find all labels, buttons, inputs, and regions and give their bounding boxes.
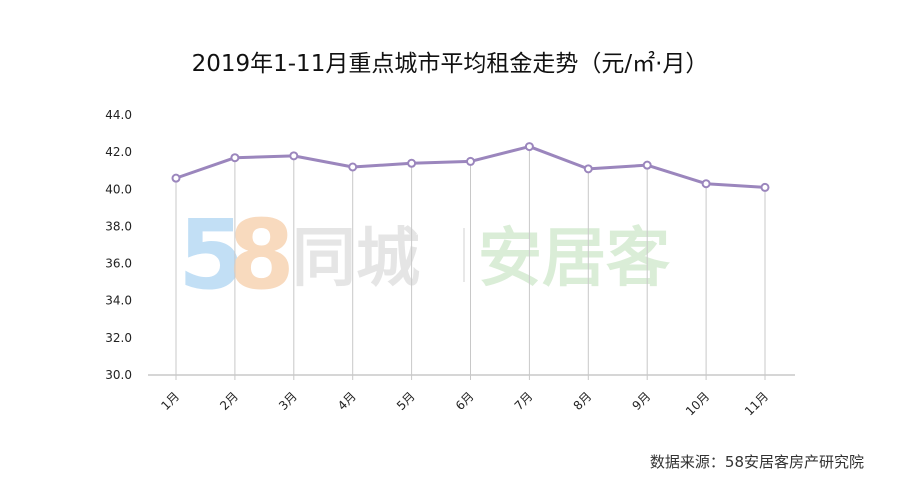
x-tick-label: 10月 [683, 389, 712, 418]
grid-lines [175, 146, 766, 375]
x-tick-label: 8月 [571, 389, 595, 413]
watermark-digit-8: 8 [228, 199, 295, 311]
chart-title: 2019年1-11月重点城市平均租金走势（元/㎡·月） [191, 51, 709, 77]
watermark-text-anjuke: 安居客 [478, 222, 670, 296]
x-tick-label: 6月 [453, 389, 477, 413]
data-point [760, 182, 770, 192]
y-axis-ticks: 30.0 32.0 34.0 36.0 38.0 40.0 42.0 44.0 [105, 108, 132, 382]
source-note: 数据来源：58安居客房产研究院 [649, 453, 864, 471]
data-point [524, 142, 534, 152]
x-tick-label: 7月 [512, 389, 536, 413]
y-tick-label: 32.0 [105, 331, 132, 345]
x-tick-label: 3月 [276, 389, 300, 413]
x-tick-label: 5月 [394, 389, 418, 413]
data-point [701, 179, 711, 189]
data-point [466, 156, 475, 166]
x-tick-label: 9月 [630, 389, 654, 413]
data-point [642, 160, 652, 170]
watermark-logo: 5 8 同城 安居客 [178, 199, 670, 311]
y-tick-label: 38.0 [105, 219, 132, 233]
data-point [171, 173, 181, 183]
y-tick-label: 30.0 [105, 368, 132, 382]
data-point [348, 162, 358, 172]
watermark-text-tongcheng: 同城 [292, 222, 420, 296]
data-point [289, 151, 299, 161]
data-point [407, 158, 417, 168]
y-tick-label: 42.0 [105, 145, 132, 159]
x-tick-label: 1月 [158, 389, 182, 413]
axes [148, 374, 795, 380]
data-point [230, 153, 240, 163]
series [171, 142, 770, 192]
x-tick-label: 11月 [742, 389, 771, 418]
data-point [583, 164, 593, 174]
y-tick-label: 44.0 [105, 108, 132, 122]
x-axis-ticks: 1月 2月 3月 4月 5月 6月 7月 8月 9月 10月 11月 [158, 389, 771, 418]
y-tick-label: 34.0 [105, 294, 132, 308]
watermark-digit-5: 5 [178, 199, 245, 311]
x-tick-label: 2月 [217, 389, 241, 413]
y-tick-label: 36.0 [105, 257, 132, 271]
y-tick-label: 40.0 [105, 182, 132, 196]
x-tick-label: 4月 [335, 389, 359, 413]
